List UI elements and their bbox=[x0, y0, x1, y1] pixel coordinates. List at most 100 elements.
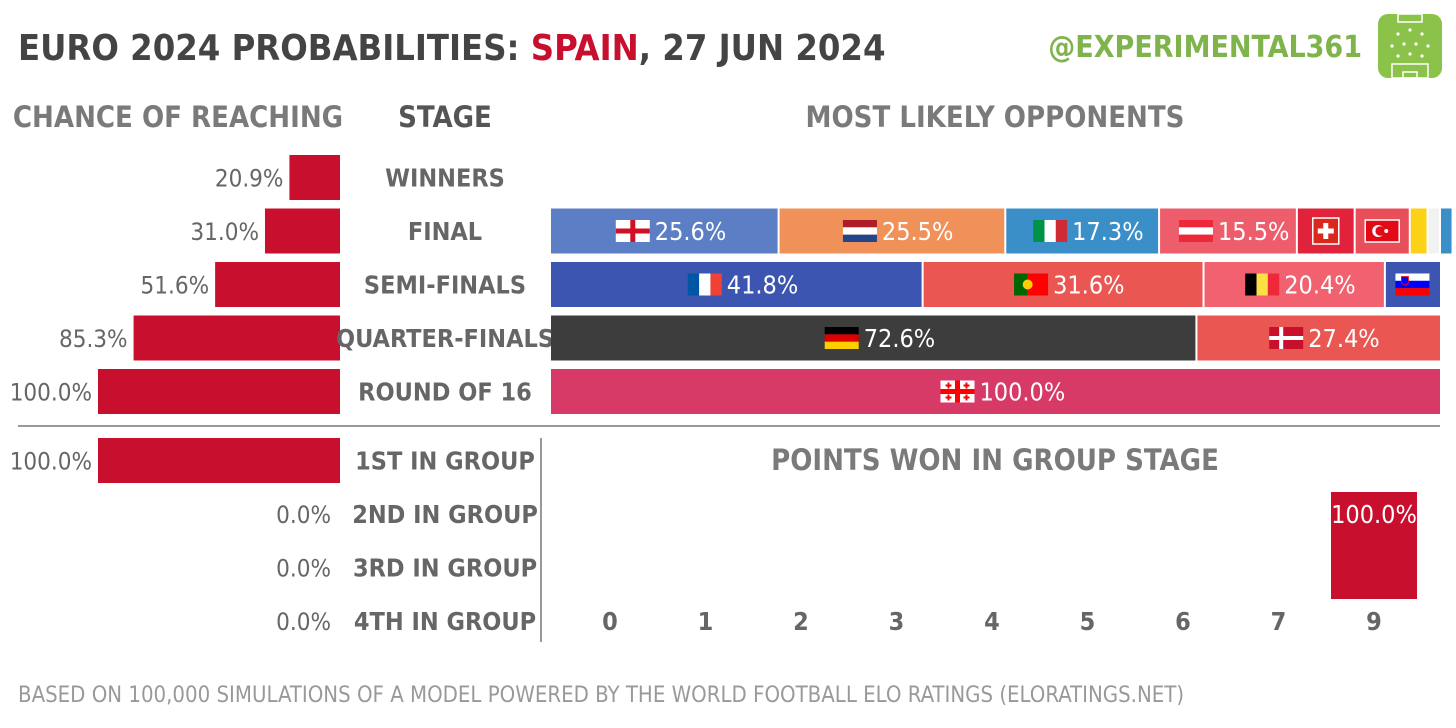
belgium-flag bbox=[1245, 273, 1280, 296]
segment-value: 25.5% bbox=[882, 217, 953, 246]
segment-bar bbox=[1427, 208, 1440, 254]
points-won-histogram: 0 1 2 3 4 5 6 7 9 100.0% bbox=[602, 492, 1417, 636]
points-tick-4: 4 bbox=[984, 607, 1000, 636]
reach-value-semi-finals: 51.6% bbox=[141, 272, 210, 300]
denmark-flag bbox=[1269, 327, 1304, 349]
opponent-segment-semi-finals-portugal: 31.6% bbox=[921, 262, 1204, 307]
group-value-4th-in-group: 0.0% bbox=[276, 608, 331, 636]
opponent-segment-final-netherlands: 25.5% bbox=[777, 208, 1006, 254]
points-tick-5: 5 bbox=[1080, 607, 1096, 636]
header-most-likely-opponents: MOST LIKELY OPPONENTS bbox=[806, 100, 1185, 134]
opponent-segment-final-romania bbox=[1408, 208, 1428, 254]
segment-value: 15.5% bbox=[1218, 217, 1289, 246]
england-flag bbox=[615, 220, 650, 242]
points-value-9: 100.0% bbox=[1331, 500, 1417, 529]
football-pitch-icon bbox=[1378, 13, 1442, 79]
points-tick-2: 2 bbox=[793, 607, 809, 636]
italy-flag bbox=[1033, 220, 1068, 242]
segment-value: 72.6% bbox=[864, 324, 935, 353]
stage-label-quarter-finals: QUARTER-FINALS bbox=[336, 324, 554, 353]
title-prefix: EURO 2024 PROBABILITIES: bbox=[18, 28, 531, 69]
group-value-3rd-in-group: 0.0% bbox=[276, 555, 331, 583]
group-label-3rd-in-group: 3RD IN GROUP bbox=[353, 554, 537, 583]
group-label-2nd-in-group: 2ND IN GROUP bbox=[352, 500, 538, 529]
segment-value: 20.4% bbox=[1284, 271, 1355, 300]
footer-note: BASED ON 100,000 SIMULATIONS OF A MODEL … bbox=[18, 683, 1184, 708]
segment-value: 27.4% bbox=[1308, 324, 1379, 353]
opponent-segment-round-of-16-georgia: 100.0% bbox=[551, 369, 1440, 414]
group-value-1st-in-group: 100.0% bbox=[10, 448, 92, 476]
reach-bar-final bbox=[264, 208, 340, 254]
opponent-segment-quarter-finals-denmark: 27.4% bbox=[1195, 315, 1440, 361]
points-tick-1: 1 bbox=[698, 607, 714, 636]
reach-value-winners: 20.9% bbox=[215, 165, 284, 193]
segment-bar bbox=[1440, 208, 1452, 254]
switzerland-flag bbox=[1312, 217, 1340, 245]
segment-bar bbox=[1409, 208, 1428, 254]
segment-bar bbox=[551, 369, 1440, 414]
opponent-segment-quarter-finals-germany: 72.6% bbox=[551, 315, 1197, 361]
reach-value-round-of-16: 100.0% bbox=[10, 379, 92, 407]
segment-bar bbox=[1196, 315, 1440, 361]
segment-bar bbox=[551, 208, 779, 254]
opponent-segment-final-italy: 17.3% bbox=[1004, 208, 1160, 254]
reach-bar-winners bbox=[289, 155, 340, 200]
header-points-won: POINTS WON IN GROUP STAGE bbox=[771, 443, 1219, 477]
segment-value: 25.6% bbox=[655, 217, 726, 246]
stage-label-final: FINAL bbox=[408, 217, 482, 246]
chance-of-reaching-bars: 20.9% WINNERS 31.0% FINAL 51.6% SEMI-FINALS 85… bbox=[10, 155, 554, 414]
opponent-segment-semi-finals-france: 41.8% bbox=[551, 262, 923, 307]
points-tick-7: 7 bbox=[1271, 607, 1287, 636]
reach-value-final: 31.0% bbox=[190, 218, 259, 246]
segment-value: 41.8% bbox=[727, 271, 798, 300]
opponent-segment-final-other bbox=[1426, 208, 1440, 254]
opponent-segment-final-ukraine bbox=[1439, 208, 1452, 254]
stage-label-semi-finals: SEMI-FINALS bbox=[364, 271, 526, 300]
group-label-4th-in-group: 4TH IN GROUP bbox=[354, 607, 536, 636]
austria-flag bbox=[1178, 220, 1213, 242]
title-team: SPAIN bbox=[531, 28, 639, 69]
header-stage: STAGE bbox=[398, 100, 492, 134]
segment-bar bbox=[922, 262, 1204, 307]
opponent-segment-final-austria: 15.5% bbox=[1158, 208, 1297, 254]
chart-title: EURO 2024 PROBABILITIES: SPAIN, 27 JUN 2… bbox=[18, 28, 885, 69]
opponent-segment-final-switzerland bbox=[1295, 208, 1355, 254]
segment-bar bbox=[1203, 262, 1385, 307]
points-tick-0: 0 bbox=[602, 607, 618, 636]
segment-bar bbox=[778, 208, 1006, 254]
title-suffix: , 27 JUN 2024 bbox=[639, 28, 886, 69]
group-label-1st-in-group: 1ST IN GROUP bbox=[355, 447, 535, 476]
segment-bar bbox=[1005, 208, 1160, 254]
segment-value: 100.0% bbox=[980, 378, 1066, 407]
segment-value: 17.3% bbox=[1072, 217, 1143, 246]
group-bar-1st-in-group bbox=[98, 438, 340, 483]
points-tick-9: 9 bbox=[1366, 607, 1382, 636]
germany-flag bbox=[824, 327, 859, 349]
opponent-stacked-bars: 25.6% 25.5% 17.3% 15.5% 41.8% 31.6% 20.4% 72.6%… bbox=[551, 208, 1452, 414]
stage-label-round-of-16: ROUND OF 16 bbox=[358, 378, 532, 407]
segment-bar bbox=[551, 262, 923, 307]
opponent-segment-semi-finals-belgium: 20.4% bbox=[1202, 262, 1385, 307]
header-chance-of-reaching: CHANCE OF REACHING bbox=[13, 100, 343, 134]
reach-bar-quarter-finals bbox=[133, 315, 340, 361]
opponent-segment-semi-finals-slovenia bbox=[1383, 262, 1440, 307]
slovenia-flag bbox=[1395, 273, 1430, 296]
france-flag bbox=[687, 273, 722, 296]
turkey-flag bbox=[1364, 219, 1400, 243]
segment-bar bbox=[551, 315, 1197, 361]
points-tick-6: 6 bbox=[1175, 607, 1191, 636]
points-tick-3: 3 bbox=[889, 607, 905, 636]
group-value-2nd-in-group: 0.0% bbox=[276, 501, 331, 529]
netherlands-flag bbox=[842, 220, 877, 242]
points-bar-9 bbox=[1331, 492, 1417, 599]
reach-bar-semi-finals bbox=[215, 262, 340, 307]
group-position-bars: 100.0% 1ST IN GROUP 0.0% 2ND IN GROUP 0.0% 3R… bbox=[10, 438, 538, 636]
reach-value-quarter-finals: 85.3% bbox=[59, 325, 128, 353]
opponent-segment-final-turkey bbox=[1353, 208, 1410, 254]
reach-bar-round-of-16 bbox=[98, 369, 340, 414]
stage-label-winners: WINNERS bbox=[385, 164, 505, 193]
segment-value: 31.6% bbox=[1053, 271, 1124, 300]
opponent-segment-final-england: 25.6% bbox=[551, 208, 779, 254]
georgia-flag bbox=[940, 380, 975, 403]
